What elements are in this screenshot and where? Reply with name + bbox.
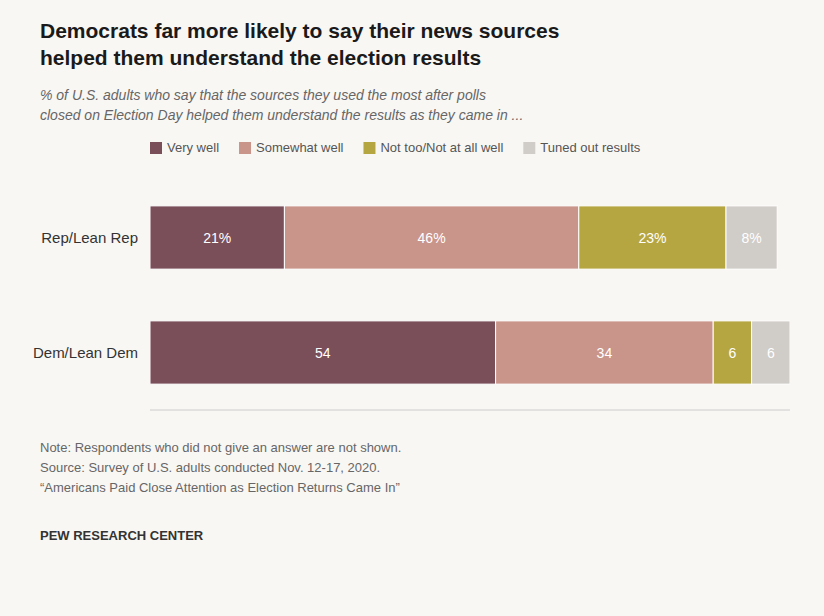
- legend: Very well Somewhat well Not too/Not at all…: [150, 140, 641, 155]
- data-labels: 21% 46% 23% 8% 54 34 6 6: [203, 230, 775, 361]
- legend-entry: Not too/Not at all well: [380, 140, 503, 155]
- bars: [150, 206, 790, 384]
- category-label: Rep/Lean Rep: [41, 229, 138, 246]
- bar-segment: [713, 321, 751, 384]
- bar-segment: [150, 321, 496, 384]
- footer: PEW RESEARCH CENTER: [40, 528, 204, 543]
- note: “Americans Paid Close Attention as Elect…: [40, 480, 400, 495]
- legend-swatch: [363, 142, 375, 154]
- bar-segment: [579, 206, 726, 269]
- legend-swatch: [150, 142, 162, 154]
- chart: Democrats far more likely to say their n…: [0, 0, 824, 616]
- background: [0, 0, 824, 616]
- bar-segment: [496, 321, 714, 384]
- title: Democrats far more likely to say their n…: [40, 19, 559, 69]
- subtitle: % of U.S. adults who say that the source…: [40, 87, 523, 123]
- note: Source: Survey of U.S. adults conducted …: [40, 460, 380, 475]
- legend-swatch: [523, 142, 535, 154]
- data-label: 6: [729, 345, 737, 361]
- legend-swatch: [239, 142, 251, 154]
- bar-segment: [150, 206, 284, 269]
- data-label: 6: [767, 345, 775, 361]
- bar-segment: [726, 206, 777, 269]
- data-label: 23%: [638, 230, 666, 246]
- bar-segment: [284, 206, 578, 269]
- data-label: 34: [597, 345, 613, 361]
- x-axis-line: [150, 410, 790, 411]
- data-label: 46%: [418, 230, 446, 246]
- bar-segment: [752, 321, 790, 384]
- data-label: 54: [315, 345, 331, 361]
- note: Note: Respondents who did not give an an…: [40, 440, 401, 455]
- legend-entry: Somewhat well: [256, 140, 344, 155]
- legend-entry: Very well: [167, 140, 219, 155]
- legend-entry: Tuned out results: [540, 140, 640, 155]
- data-label: 8%: [741, 230, 761, 246]
- data-label: 21%: [203, 230, 231, 246]
- category-label: Dem/Lean Dem: [33, 344, 138, 361]
